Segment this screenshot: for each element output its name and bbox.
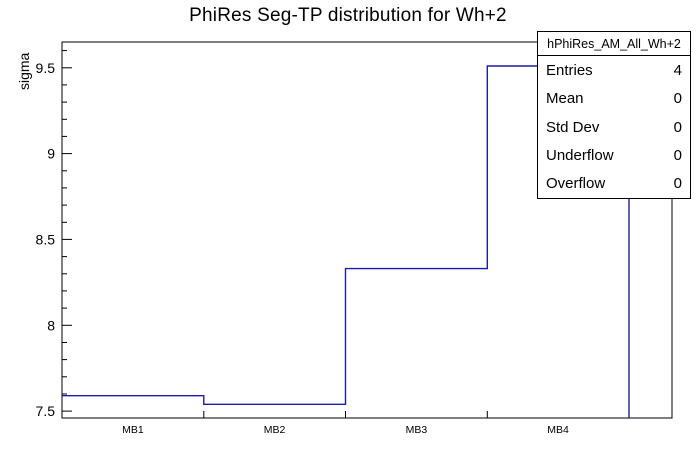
stats-row-label: Entries	[546, 61, 593, 79]
stats-row-value: 0	[673, 175, 682, 193]
stats-row-value: 4	[673, 61, 682, 79]
stats-row-value: 0	[673, 118, 682, 136]
y-tick-label: 8.5	[36, 231, 56, 247]
x-tick-label: MB4	[547, 424, 569, 436]
stats-row-label: Std Dev	[546, 118, 600, 136]
stats-row-mean: Mean 0	[538, 84, 690, 112]
y-tick-label: 9.5	[36, 60, 56, 76]
x-tick-label: MB2	[264, 424, 286, 436]
chart-title: PhiRes Seg-TP distribution for Wh+2	[189, 5, 507, 26]
y-tick-label: 9	[47, 146, 55, 162]
stats-row-label: Underflow	[546, 146, 614, 164]
plot-frame	[61, 41, 673, 419]
stats-box: hPhiRes_AM_All_Wh+2 Entries 4 Mean 0 Std…	[537, 31, 691, 199]
stats-row-overflow: Overflow 0	[538, 170, 690, 198]
y-tick-label: 7.5	[36, 403, 56, 419]
y-axis-title: sigma	[16, 52, 32, 90]
x-tick-label: MB1	[122, 424, 144, 436]
stats-row-value: 0	[673, 90, 682, 108]
x-tick-label: MB3	[406, 424, 428, 436]
stats-row-label: Overflow	[546, 175, 606, 193]
stats-row-entries: Entries 4	[538, 56, 690, 84]
stats-rows: Entries 4 Mean 0 Std Dev 0 Underflow 0 O…	[538, 56, 690, 198]
stats-row-label: Mean	[546, 90, 584, 108]
stats-box-title: hPhiRes_AM_All_Wh+2	[538, 32, 690, 56]
stats-row-value: 0	[673, 146, 682, 164]
stats-row-underflow: Underflow 0	[538, 141, 690, 169]
y-tick-label: 8	[47, 317, 55, 333]
stats-row-stddev: Std Dev 0	[538, 113, 690, 141]
